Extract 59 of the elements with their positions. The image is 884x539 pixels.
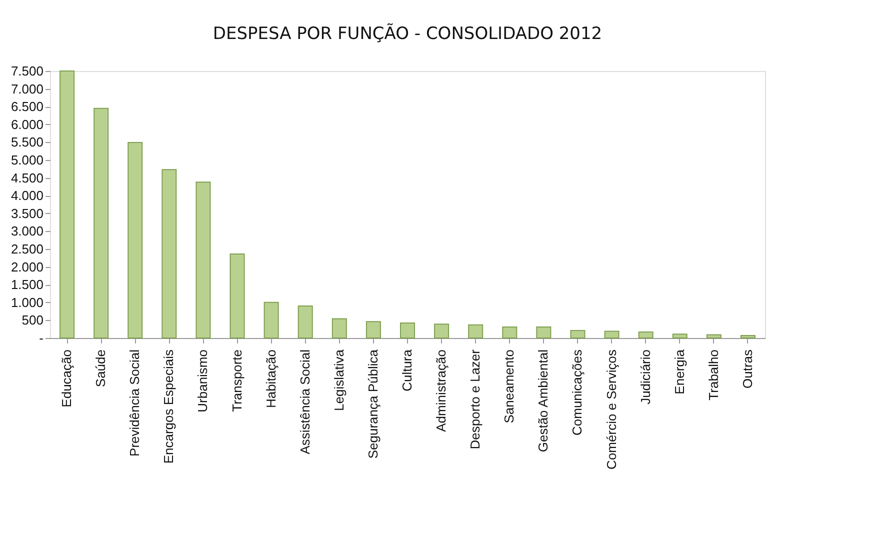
bar [468,324,484,338]
bar [638,331,654,338]
x-tick-label: Comunicações [570,349,585,436]
x-tick-label: Segurança Pública [365,348,380,459]
y-tick-label: 5.500 [10,134,44,150]
bar [298,305,313,338]
bar [672,334,688,338]
bar [604,330,620,338]
x-tick-label: Gestão Ambiental [536,349,551,452]
bar [94,108,109,338]
x-tick-label: Saúde [93,350,108,388]
x-tick-label: Energia [672,348,687,394]
y-tick-label: - [39,330,44,346]
y-tick-label: 4.000 [10,188,44,204]
bar [502,326,518,338]
bar [332,318,347,338]
x-tick-label: Previdência Social [127,349,142,456]
bar [264,302,279,338]
y-tick-label: 2.500 [10,242,44,256]
x-tick-label: Assistência Social [297,349,312,454]
y-tick-label: 5.000 [10,152,44,168]
y-tick-label: 1.000 [10,294,44,310]
y-tick-label: 3.000 [10,224,44,239]
bar [128,142,143,338]
x-tick-label: Transporte [229,350,244,412]
y-tick-label: 4.500 [10,170,44,186]
y-tick-label: 3.500 [10,206,44,221]
bar [434,324,450,338]
x-tick-label: Cultura [400,348,414,392]
y-tick-label: 500 [22,312,44,328]
y-tick-label: 7.000 [10,81,44,96]
bar [162,169,177,338]
x-tick-label: Saneamento [502,350,517,424]
x-tick-label: Encargos Especiais [161,349,176,464]
y-tick-label: 7.500 [10,64,44,78]
bar [196,182,211,338]
x-tick-label: Judiciário [638,350,653,404]
x-tick-label: Administração [434,350,449,432]
y-tick-label: 2.000 [10,259,44,274]
x-tick-label: Legislativa [331,348,346,411]
x-tick-label: Educação [59,350,74,408]
x-tick-label: Comércio e Serviços [604,349,619,470]
bar [230,253,245,338]
bar [366,321,381,338]
bar [60,70,75,338]
bar [706,334,722,338]
x-tick-label: Habitação [263,350,278,408]
x-tick-label: Trabalho [706,350,721,400]
x-tick-label: Urbanismo [195,350,210,412]
x-tick-label: Desporto e Lazer [468,348,483,450]
bar [570,330,586,338]
y-tick-label: 1.500 [10,277,44,292]
bar [536,326,552,338]
bar [740,335,756,338]
y-tick-label: 6.500 [10,99,44,114]
x-tick-label: Outras [740,349,755,389]
chart-title: DESPESA POR FUNÇÃO - CONSOLIDADO 2012 [212,23,602,44]
y-tick-label: 6.000 [10,116,44,132]
bar [400,322,415,338]
